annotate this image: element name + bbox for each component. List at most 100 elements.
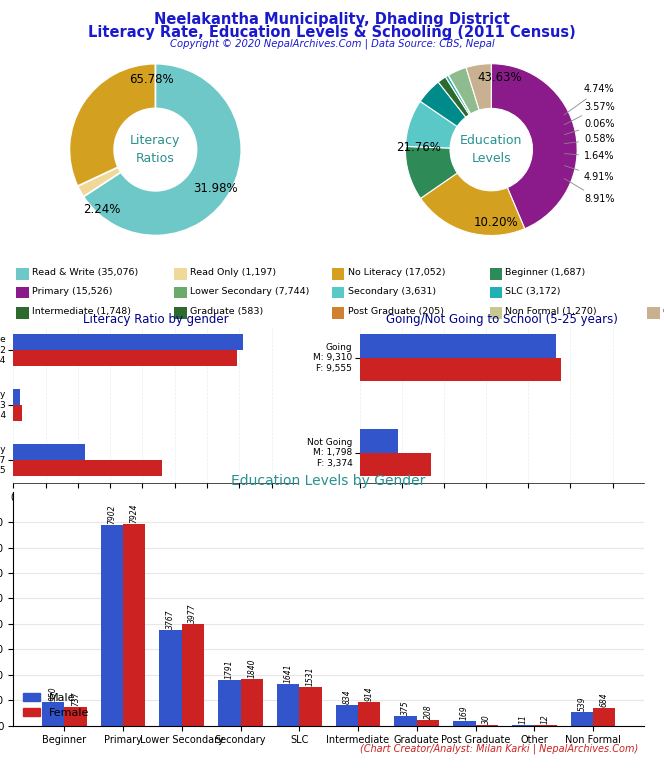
- Text: (Chart Creator/Analyst: Milan Karki | NepalArchives.Com): (Chart Creator/Analyst: Milan Karki | Ne…: [359, 743, 637, 754]
- Legend: Male, Female: Male, Female: [440, 488, 564, 507]
- FancyBboxPatch shape: [17, 268, 29, 280]
- Bar: [299, 687, 321, 726]
- FancyBboxPatch shape: [174, 268, 187, 280]
- Legend: Male, Female: Male, Female: [19, 688, 94, 723]
- Text: Beginner (1,687): Beginner (1,687): [505, 268, 586, 277]
- Wedge shape: [448, 68, 479, 114]
- Bar: [358, 703, 380, 726]
- Bar: [277, 684, 299, 726]
- Text: Post Graduate (205): Post Graduate (205): [348, 307, 444, 316]
- FancyBboxPatch shape: [174, 307, 187, 319]
- Text: 684: 684: [600, 693, 609, 707]
- Bar: [240, 679, 263, 726]
- Text: 914: 914: [365, 687, 374, 701]
- Text: 1840: 1840: [247, 658, 256, 678]
- FancyBboxPatch shape: [489, 286, 502, 299]
- Text: 834: 834: [343, 689, 351, 703]
- Text: 737: 737: [71, 691, 80, 706]
- Text: 7902: 7902: [108, 504, 116, 524]
- Text: 539: 539: [578, 697, 586, 711]
- Text: Copyright © 2020 NepalArchives.Com | Data Source: CBS, Nepal: Copyright © 2020 NepalArchives.Com | Dat…: [170, 38, 494, 49]
- Bar: [417, 720, 439, 726]
- Text: 3.57%: 3.57%: [564, 101, 615, 124]
- FancyBboxPatch shape: [647, 307, 660, 319]
- Wedge shape: [448, 75, 471, 114]
- Bar: [42, 702, 64, 726]
- Bar: [593, 708, 616, 726]
- Bar: [182, 624, 204, 726]
- FancyBboxPatch shape: [332, 268, 345, 280]
- Text: 31.98%: 31.98%: [193, 182, 238, 195]
- Text: SLC (3,172): SLC (3,172): [505, 287, 561, 296]
- Text: Intermediate (1,748): Intermediate (1,748): [32, 307, 131, 316]
- Wedge shape: [406, 101, 457, 148]
- Bar: [454, 721, 475, 726]
- Text: 11: 11: [519, 715, 528, 724]
- Title: Education Levels by Gender: Education Levels by Gender: [232, 474, 426, 488]
- Text: 65.78%: 65.78%: [129, 73, 173, 86]
- Bar: [13, 444, 85, 460]
- Title: Going/Not Going to School (5-25 years): Going/Not Going to School (5-25 years): [386, 313, 618, 326]
- Text: No Literacy (17,052): No Literacy (17,052): [348, 268, 445, 277]
- Wedge shape: [420, 82, 466, 127]
- Text: 4.74%: 4.74%: [564, 84, 615, 115]
- Legend: Male, Female: Male, Female: [93, 488, 218, 507]
- Text: 1.64%: 1.64%: [564, 151, 615, 161]
- FancyBboxPatch shape: [332, 307, 345, 319]
- Text: Graduate (583): Graduate (583): [190, 307, 263, 316]
- Bar: [360, 429, 398, 453]
- Bar: [13, 460, 162, 476]
- Text: Primary (15,526): Primary (15,526): [32, 287, 113, 296]
- Text: 208: 208: [424, 705, 432, 720]
- Bar: [13, 350, 237, 366]
- Bar: [571, 712, 593, 726]
- Bar: [13, 406, 22, 421]
- Wedge shape: [491, 64, 577, 229]
- Text: 375: 375: [401, 700, 410, 715]
- Text: 10.20%: 10.20%: [473, 216, 518, 229]
- FancyBboxPatch shape: [17, 286, 29, 299]
- Text: 2.24%: 2.24%: [84, 204, 121, 217]
- Text: 21.76%: 21.76%: [396, 141, 441, 154]
- Bar: [13, 389, 21, 406]
- Text: 8.91%: 8.91%: [564, 178, 615, 204]
- Text: Non Formal (1,270): Non Formal (1,270): [505, 307, 597, 316]
- Text: Neelakantha Municipality, Dhading District: Neelakantha Municipality, Dhading Distri…: [154, 12, 510, 27]
- Wedge shape: [420, 173, 525, 236]
- Text: 0.06%: 0.06%: [564, 119, 615, 134]
- Wedge shape: [446, 75, 471, 114]
- Text: 3767: 3767: [166, 609, 175, 629]
- FancyBboxPatch shape: [174, 286, 187, 299]
- Bar: [101, 525, 123, 726]
- Bar: [64, 707, 86, 726]
- Text: 4.91%: 4.91%: [564, 166, 615, 182]
- Text: Read Only (1,197): Read Only (1,197): [190, 268, 276, 277]
- FancyBboxPatch shape: [17, 307, 29, 319]
- Text: 30: 30: [482, 714, 491, 724]
- FancyBboxPatch shape: [489, 268, 502, 280]
- Bar: [360, 334, 556, 358]
- Text: 1791: 1791: [225, 660, 234, 679]
- Bar: [13, 334, 242, 350]
- Text: 43.63%: 43.63%: [477, 71, 522, 84]
- Wedge shape: [78, 167, 121, 197]
- Text: Secondary (3,631): Secondary (3,631): [348, 287, 436, 296]
- Text: 7924: 7924: [129, 504, 139, 523]
- Text: Literacy Rate, Education Levels & Schooling (2011 Census): Literacy Rate, Education Levels & School…: [88, 25, 576, 40]
- Text: 12: 12: [541, 715, 550, 724]
- Text: Education
Levels: Education Levels: [460, 134, 523, 165]
- FancyBboxPatch shape: [332, 286, 345, 299]
- Text: Read & Write (35,076): Read & Write (35,076): [32, 268, 139, 277]
- Text: Literacy
Ratios: Literacy Ratios: [130, 134, 181, 165]
- Bar: [360, 358, 561, 381]
- Bar: [360, 453, 431, 476]
- Bar: [159, 630, 182, 726]
- Text: 1531: 1531: [306, 667, 315, 686]
- Wedge shape: [438, 77, 469, 118]
- Title: Literacy Ratio by gender: Literacy Ratio by gender: [82, 313, 228, 326]
- Text: 0.58%: 0.58%: [564, 134, 615, 144]
- Text: 950: 950: [48, 686, 58, 700]
- Wedge shape: [406, 147, 457, 198]
- Bar: [218, 680, 240, 726]
- Wedge shape: [84, 64, 241, 236]
